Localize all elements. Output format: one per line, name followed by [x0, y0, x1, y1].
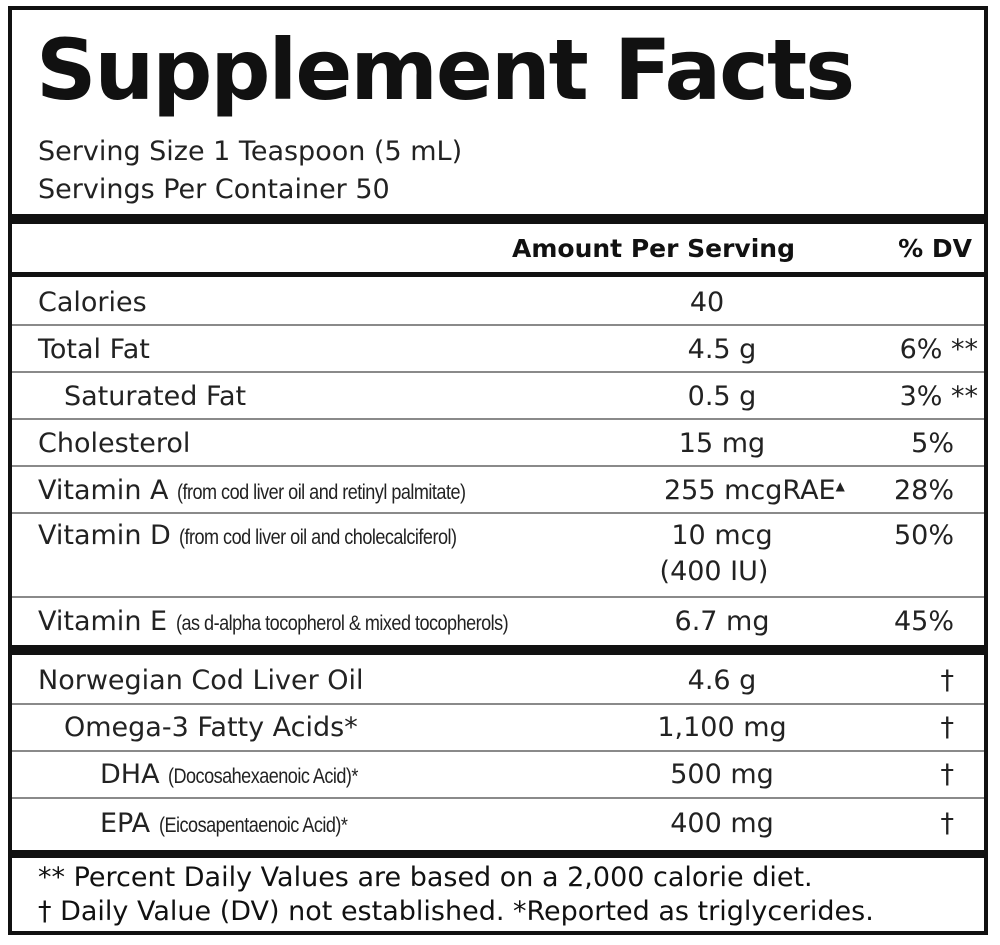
ingredient-name-group: EPA (Eicosapentaenoic Acid)* — [100, 808, 378, 839]
supplement-facts-panel: Supplement Facts Serving Size 1 Teaspoon… — [8, 6, 988, 935]
ingredient-name: Omega-3 Fatty Acids* — [64, 712, 358, 743]
nutrient-source-note: (from cod liver oil and retinyl palmitat… — [177, 481, 466, 504]
nutrient-source-note: (from cod liver oil and cholecalciferol) — [179, 526, 457, 549]
nutrient-row: Cholesterol 15 mg 5% — [12, 420, 984, 467]
panel-title: Supplement Facts — [36, 21, 855, 119]
thick-divider — [12, 214, 984, 224]
nutrient-name: Total Fat — [38, 334, 150, 365]
ingredient-note: (Eicosapentaenoic Acid)* — [158, 814, 348, 837]
thick-divider — [12, 850, 984, 858]
nutrient-name: Vitamin A — [38, 475, 169, 506]
nutrient-row: Vitamin E (as d-alpha tocopherol & mixed… — [12, 598, 984, 643]
footnote-daily-values: ** Percent Daily Values are based on a 2… — [38, 862, 813, 893]
nutrient-row: Total Fat 4.5 g 6% ** — [12, 326, 984, 373]
dagger-marker: † — [940, 759, 955, 790]
ingredient-row: Omega-3 Fatty Acids* 1,100 mg † — [12, 705, 984, 752]
triangle-marker: ▲ — [835, 479, 845, 493]
dagger-marker: † — [940, 808, 955, 839]
ingredient-amount: 400 mg — [670, 808, 774, 839]
nutrient-name-group: Vitamin E (as d-alpha tocopherol & mixed… — [38, 606, 562, 637]
ingredient-name: Norwegian Cod Liver Oil — [38, 665, 364, 696]
nutrient-dv: 3% ** — [899, 381, 978, 412]
nutrient-name: Vitamin E — [38, 606, 168, 637]
amount-per-serving-header: Amount Per Serving — [512, 234, 795, 263]
nutrient-dv: 45% — [893, 606, 954, 637]
ingredient-row: Norwegian Cod Liver Oil 4.6 g † — [12, 658, 984, 705]
nutrient-amount: 4.5 g — [687, 334, 757, 365]
nutrient-name: Vitamin D — [38, 520, 171, 551]
dagger-marker: † — [940, 665, 955, 696]
ingredient-name: EPA — [100, 808, 151, 839]
thick-divider — [12, 645, 984, 655]
nutrient-name-group: Vitamin D (from cod liver oil and cholec… — [38, 520, 502, 551]
nutrient-dv: 28% — [893, 475, 954, 506]
nutrient-amount: 0.5 g — [687, 381, 757, 412]
nutrient-name-group: Vitamin A (from cod liver oil and retiny… — [38, 475, 513, 506]
nutrient-row: Saturated Fat 0.5 g 3% ** — [12, 373, 984, 420]
nutrient-name: Calories — [38, 287, 147, 318]
nutrient-name: Saturated Fat — [64, 381, 247, 412]
nutrient-source-note: (as d-alpha tocopherol & mixed tocophero… — [175, 612, 509, 635]
nutrient-amount-group: 255 mcgRAE▲ — [664, 475, 845, 506]
nutrient-name: Cholesterol — [38, 428, 191, 459]
ingredient-note: (Docosahexaenoic Acid)* — [168, 765, 359, 788]
ingredient-amount: 4.6 g — [687, 665, 757, 696]
servings-per-container: Servings Per Container 50 — [38, 174, 390, 205]
nutrient-amount: 15 mg — [678, 428, 766, 459]
nutrient-amount-iu: (400 IU) — [659, 556, 769, 587]
nutrient-amount: 10 mcg — [671, 520, 773, 551]
nutrient-row: Vitamin D (from cod liver oil and cholec… — [12, 514, 984, 598]
nutrient-dv: 6% ** — [899, 334, 978, 365]
nutrient-amount: 255 mcgRAE — [664, 475, 836, 506]
footnote-not-established: † Daily Value (DV) not established. *Rep… — [38, 896, 874, 927]
ingredient-name: DHA — [100, 759, 160, 790]
nutrient-row: Vitamin A (from cod liver oil and retiny… — [12, 467, 984, 514]
dagger-marker: † — [940, 712, 955, 743]
nutrient-row: Calories 40 — [12, 279, 984, 326]
header-divider — [12, 272, 984, 277]
daily-value-header: % DV — [898, 234, 972, 263]
ingredient-amount: 1,100 mg — [657, 712, 787, 743]
serving-size: Serving Size 1 Teaspoon (5 mL) — [38, 136, 463, 167]
nutrient-dv: 5% — [911, 428, 954, 459]
ingredient-row: DHA (Docosahexaenoic Acid)* 500 mg † — [12, 752, 984, 799]
ingredient-amount: 500 mg — [670, 759, 774, 790]
nutrient-dv: 50% — [893, 520, 954, 551]
ingredient-row: EPA (Eicosapentaenoic Acid)* 400 mg † — [12, 799, 984, 849]
ingredient-name-group: DHA (Docosahexaenoic Acid)* — [100, 759, 389, 790]
nutrient-amount: 6.7 mg — [674, 606, 770, 637]
nutrient-amount: 40 — [689, 287, 725, 318]
